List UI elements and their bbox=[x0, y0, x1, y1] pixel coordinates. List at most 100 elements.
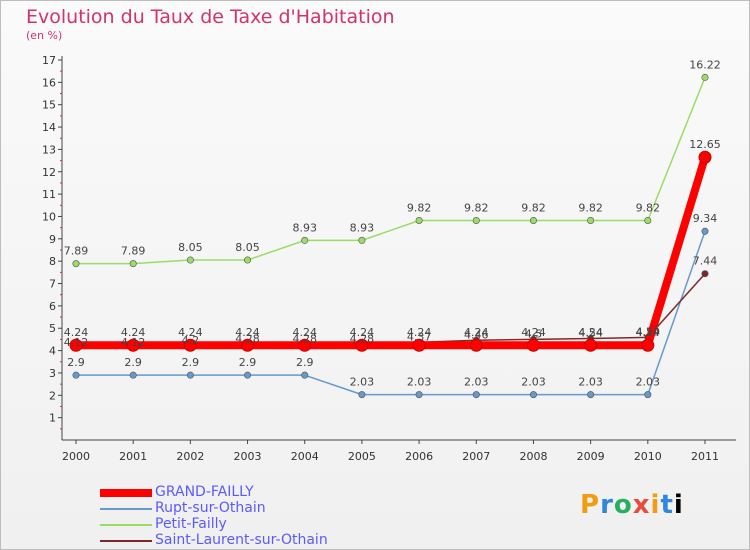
data-point bbox=[244, 256, 252, 264]
data-point bbox=[358, 391, 366, 399]
data-point bbox=[126, 338, 140, 352]
data-label: 4.46 bbox=[464, 328, 489, 341]
y-tick-label: 14 bbox=[42, 121, 56, 134]
y-tick-label: 13 bbox=[42, 143, 56, 156]
data-label: 7.89 bbox=[121, 245, 146, 258]
data-label: 4.24 bbox=[235, 326, 260, 339]
data-point bbox=[129, 371, 137, 379]
y-tick-label: 1 bbox=[49, 412, 56, 425]
data-label: 4.24 bbox=[578, 326, 603, 339]
data-label: 4.2 bbox=[182, 334, 200, 347]
series-line-rupt-sur-othain bbox=[76, 230, 706, 396]
series-line-grand-failly bbox=[76, 156, 709, 350]
data-point bbox=[415, 391, 423, 399]
y-tick-label: 7 bbox=[49, 278, 56, 291]
x-tick-label: 2010 bbox=[634, 450, 662, 463]
data-point bbox=[469, 338, 483, 352]
y-tick-label: 12 bbox=[42, 166, 56, 179]
data-label: 2.9 bbox=[182, 356, 200, 369]
series-line-petit-failly bbox=[76, 77, 706, 265]
data-label: 2.9 bbox=[239, 356, 257, 369]
data-point bbox=[355, 338, 369, 352]
data-point bbox=[415, 216, 423, 224]
data-point bbox=[584, 338, 598, 352]
legend-label: Petit-Failly bbox=[155, 516, 227, 532]
data-label: 7.44 bbox=[693, 255, 718, 268]
data-label: 8.93 bbox=[350, 221, 375, 234]
data-point bbox=[301, 236, 309, 244]
data-label: 2.03 bbox=[636, 376, 661, 389]
data-point bbox=[701, 73, 709, 81]
y-tick-label: 10 bbox=[42, 210, 56, 223]
data-point bbox=[301, 371, 309, 379]
data-point bbox=[241, 338, 255, 352]
data-point bbox=[701, 227, 709, 235]
data-label: 9.82 bbox=[464, 201, 489, 214]
y-tick-label: 5 bbox=[49, 322, 56, 335]
y-tick-label: 17 bbox=[42, 54, 56, 67]
data-point bbox=[69, 338, 83, 352]
x-tick-label: 2011 bbox=[691, 450, 719, 463]
data-label: 2.9 bbox=[124, 356, 142, 369]
data-point bbox=[641, 338, 655, 352]
legend-swatch bbox=[100, 489, 152, 497]
x-tick-label: 2001 bbox=[119, 450, 147, 463]
data-point bbox=[644, 391, 652, 399]
y-tick-label: 15 bbox=[42, 99, 56, 112]
data-label: 9.34 bbox=[693, 212, 718, 225]
data-label: 2.9 bbox=[296, 356, 314, 369]
data-label: 4.24 bbox=[350, 326, 375, 339]
y-tick-label: 11 bbox=[42, 188, 56, 201]
y-tick-label: 6 bbox=[49, 300, 56, 313]
y-tick-label: 9 bbox=[49, 233, 56, 246]
data-label: 4.24 bbox=[121, 326, 146, 339]
data-point bbox=[72, 371, 80, 379]
data-point bbox=[186, 371, 194, 379]
series-line-saint-laurent-sur-othain bbox=[76, 273, 706, 349]
data-label: 4.12 bbox=[121, 336, 146, 349]
data-point bbox=[529, 216, 537, 224]
y-tick-label: 16 bbox=[42, 76, 56, 89]
legend-label: Saint-Laurent-sur-Othain bbox=[155, 532, 328, 548]
data-label: 8.05 bbox=[235, 241, 260, 254]
data-point bbox=[298, 338, 312, 352]
data-point bbox=[587, 216, 595, 224]
data-label: 4.24 bbox=[464, 326, 489, 339]
data-label: 4.54 bbox=[578, 327, 603, 340]
legend-swatch bbox=[100, 508, 152, 510]
data-label: 2.03 bbox=[407, 376, 432, 389]
y-tick-label: 4 bbox=[49, 345, 56, 358]
data-label: 4.24 bbox=[64, 326, 89, 339]
x-tick-label: 2008 bbox=[519, 450, 547, 463]
data-label: 2.03 bbox=[578, 376, 603, 389]
data-label: 12.65 bbox=[689, 138, 721, 151]
data-point bbox=[412, 338, 426, 352]
x-tick-label: 2007 bbox=[462, 450, 490, 463]
data-point bbox=[587, 391, 595, 399]
data-label: 2.03 bbox=[350, 376, 375, 389]
data-label: 4.12 bbox=[64, 336, 89, 349]
x-tick-label: 2006 bbox=[405, 450, 433, 463]
data-point bbox=[129, 260, 137, 268]
data-point bbox=[526, 338, 540, 352]
data-label: 4.37 bbox=[407, 330, 432, 343]
data-label: 2.9 bbox=[67, 356, 85, 369]
y-tick-label: 3 bbox=[49, 367, 56, 380]
data-label: 16.22 bbox=[689, 58, 721, 71]
data-point bbox=[244, 371, 252, 379]
x-tick-label: 2009 bbox=[577, 450, 605, 463]
data-label: 4.28 bbox=[235, 332, 260, 345]
x-tick-label: 2005 bbox=[348, 450, 376, 463]
chart-title: Evolution du Taux de Taxe d'Habitation bbox=[26, 6, 395, 28]
legend-swatch bbox=[100, 524, 152, 526]
legend-swatch bbox=[100, 540, 152, 542]
data-label: 2.03 bbox=[521, 376, 546, 389]
x-tick-label: 2002 bbox=[176, 450, 204, 463]
x-tick-label: 2004 bbox=[291, 450, 319, 463]
data-point bbox=[529, 391, 537, 399]
data-point bbox=[72, 260, 80, 268]
x-tick-label: 2000 bbox=[62, 450, 90, 463]
legend-label: Rupt-sur-Othain bbox=[155, 500, 266, 516]
